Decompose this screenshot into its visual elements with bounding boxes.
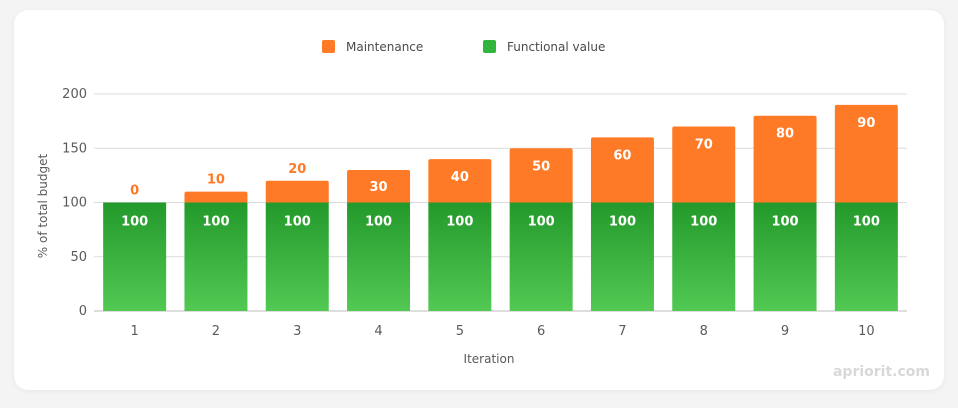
bar-functional-value [834, 202, 898, 311]
stacked-bar-chart: 1000100101002010030100401005010060100701… [36, 40, 930, 380]
bar-maintenance [753, 115, 817, 203]
bar-maintenance [590, 137, 654, 203]
x-tick-label: 4 [374, 324, 382, 339]
bar-functional-value [347, 202, 411, 311]
legend-swatch [322, 40, 335, 53]
data-label-functional-value: 100 [690, 215, 717, 230]
data-label-maintenance: 40 [451, 170, 469, 185]
data-label-maintenance: 0 [130, 184, 139, 199]
data-label-functional-value: 100 [853, 215, 880, 230]
chart-card: 100 0 100 10 100 20 100 30 100 40 100 50 100 60 100 70 1… [14, 10, 944, 390]
data-label-functional-value: 100 [202, 215, 229, 230]
bars [103, 104, 898, 311]
x-axis-title: Iteration [464, 352, 515, 366]
bar-functional-value [672, 202, 736, 311]
legend-label: Maintenance [346, 40, 423, 54]
x-tick-label: 10 [858, 324, 875, 339]
bar-functional-value [184, 202, 248, 311]
y-tick-label: 0 [79, 304, 87, 319]
bar-functional-value [590, 202, 654, 311]
data-label-maintenance: 80 [776, 127, 794, 142]
x-tick-label: 1 [131, 324, 139, 339]
data-label-functional-value: 100 [121, 215, 148, 230]
bar-maintenance [184, 191, 248, 203]
data-label-functional-value: 100 [528, 215, 555, 230]
bar-maintenance [265, 180, 329, 203]
data-label-maintenance: 60 [613, 148, 631, 163]
legend: Maintenance Functional value [322, 40, 605, 54]
x-tick-label: 7 [618, 324, 626, 339]
x-tick-label: 8 [700, 324, 708, 339]
bar-maintenance [509, 148, 573, 203]
legend-swatch [483, 40, 496, 53]
x-tick-label: 5 [456, 324, 464, 339]
x-tick-label: 9 [781, 324, 789, 339]
y-tick-label: 150 [62, 141, 87, 156]
legend-label: Functional value [507, 40, 605, 54]
data-label-maintenance: 10 [207, 173, 225, 188]
x-tick-label: 6 [537, 324, 545, 339]
y-axis-title: % of total budget [36, 154, 50, 259]
bar-functional-value [753, 202, 817, 311]
x-tick-label: 2 [212, 324, 220, 339]
data-label-functional-value: 100 [609, 215, 636, 230]
y-tick-label: 200 [62, 87, 87, 102]
bar-maintenance [834, 104, 898, 203]
x-tick-label: 3 [293, 324, 301, 339]
data-label-maintenance: 70 [695, 138, 713, 153]
bar-maintenance [672, 126, 736, 203]
bar-functional-value [103, 202, 167, 311]
bar-functional-value [265, 202, 329, 311]
data-label-maintenance: 50 [532, 159, 550, 174]
bar-maintenance [428, 159, 492, 203]
data-label-functional-value: 100 [284, 215, 311, 230]
watermark-text: apriorit.com [833, 364, 930, 380]
data-label-maintenance: 90 [857, 116, 875, 131]
bar-maintenance [347, 169, 411, 203]
data-labels: 100 0 100 10 100 20 100 30 100 40 100 50 100 60 100 70 1… [121, 116, 880, 230]
y-tick-label: 100 [62, 196, 87, 211]
data-label-functional-value: 100 [771, 215, 798, 230]
data-label-functional-value: 100 [365, 215, 392, 230]
y-tick-label: 50 [70, 250, 87, 265]
bar-functional-value [509, 202, 573, 311]
data-label-maintenance: 30 [370, 180, 388, 195]
data-label-functional-value: 100 [446, 215, 473, 230]
data-label-maintenance: 20 [288, 162, 306, 177]
bar-functional-value [428, 202, 492, 311]
